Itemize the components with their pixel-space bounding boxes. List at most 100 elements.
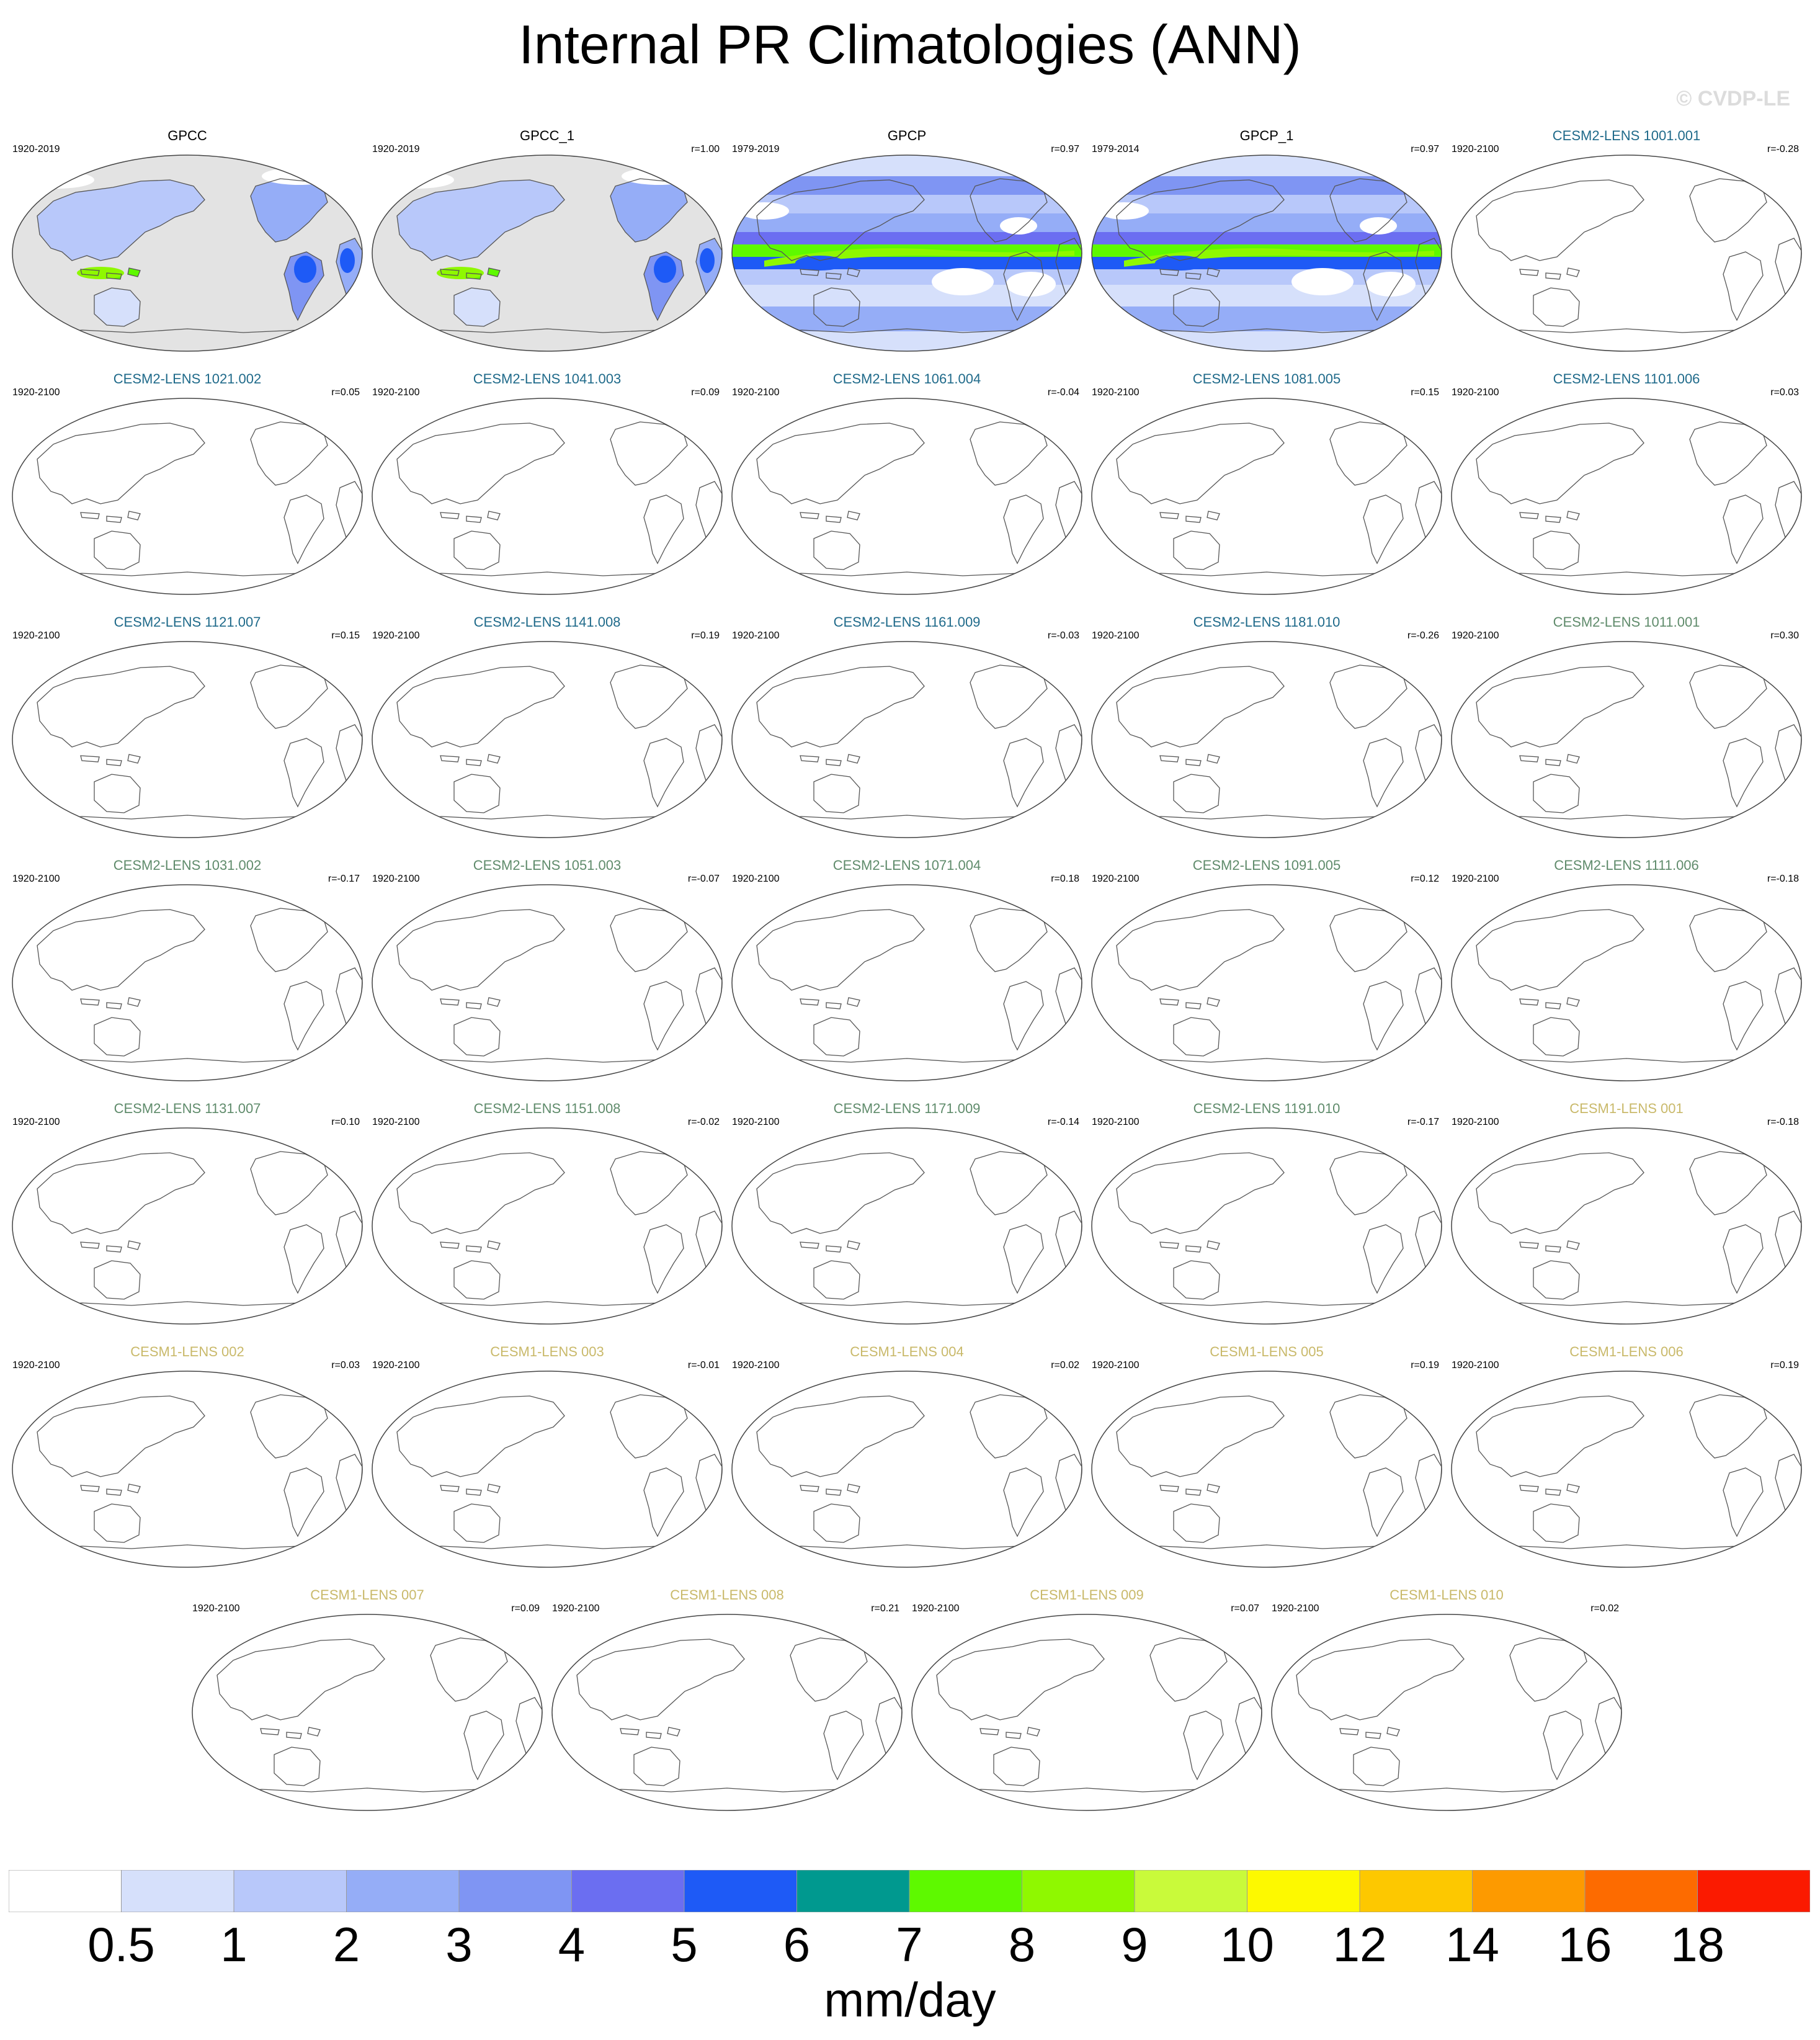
map-panel: CESM1-LENS 009 1920-2100 r=0.07 <box>907 1587 1267 1814</box>
coastlines <box>391 1145 722 1309</box>
panel-pattern-correlation: r=-0.17 <box>1407 1117 1439 1127</box>
panel-period: 1920-2100 <box>1452 630 1499 641</box>
panel-pattern-correlation: r=-0.04 <box>1047 387 1079 398</box>
map-border <box>12 398 363 595</box>
colorbar-swatch <box>1472 1870 1586 1912</box>
coastlines <box>32 658 362 822</box>
map-border <box>12 1371 363 1568</box>
coastlines <box>1111 901 1442 1065</box>
map-border <box>372 398 723 595</box>
map-panel: CESM2-LENS 1081.005 1920-2100 r=0.15 <box>1087 371 1447 598</box>
panel-title: CESM2-LENS 1161.009 <box>833 614 981 630</box>
panel-pattern-correlation: r=0.19 <box>691 630 720 641</box>
world-map <box>372 154 723 352</box>
panel-period: 1920-2100 <box>1452 144 1499 154</box>
panel-period: 1920-2100 <box>12 1117 60 1127</box>
coastlines <box>751 1388 1082 1552</box>
panel-period: 1920-2100 <box>372 874 420 884</box>
colorbar-tick-label: 5 <box>671 1917 698 1972</box>
panel-title: CESM1-LENS 005 <box>1210 1344 1324 1359</box>
colorbar-tick-label: 18 <box>1671 1917 1724 1972</box>
world-map <box>731 1127 1082 1325</box>
panel-title: GPCC <box>167 128 207 143</box>
panel-pattern-correlation: r=0.02 <box>1051 1360 1079 1371</box>
panel-pattern-correlation: r=0.21 <box>871 1603 899 1614</box>
map-border <box>372 154 723 352</box>
map-panel: CESM2-LENS 1001.001 1920-2100 r=-0.28 <box>1447 128 1806 355</box>
world-map <box>731 884 1082 1081</box>
coastlines <box>931 1631 1262 1795</box>
colorbar-tick-label: 2 <box>332 1917 360 1972</box>
panel-title: CESM2-LENS 1061.004 <box>832 371 981 387</box>
colorbar-label: mm/day <box>824 1972 996 2027</box>
map-border <box>1451 1127 1802 1325</box>
colorbar-tick-label: 10 <box>1220 1917 1274 1972</box>
colorbar-swatch <box>1697 1870 1810 1912</box>
panel-pattern-correlation: r=-0.26 <box>1407 630 1439 641</box>
coastlines <box>391 1388 722 1552</box>
map-border <box>731 1371 1082 1568</box>
map-panel-grid: GPCC 1920-2019 GPCC_1 1920-2019 r=1.00 GPCP 19… <box>12 128 1806 1814</box>
map-panel: CESM2-LENS 1011.001 1920-2100 r=0.30 <box>1447 614 1806 841</box>
panel-pattern-correlation: r=0.12 <box>1411 874 1439 884</box>
map-border <box>1451 1371 1802 1568</box>
panel-pattern-correlation: r=0.10 <box>331 1117 360 1127</box>
world-map <box>1091 884 1442 1081</box>
panel-period: 1920-2100 <box>1092 387 1140 398</box>
map-border <box>551 1614 903 1811</box>
precip-field <box>12 155 362 351</box>
world-map <box>731 641 1082 838</box>
panel-pattern-correlation: r=0.97 <box>1051 144 1079 154</box>
panel-title: CESM1-LENS 008 <box>670 1587 784 1603</box>
panel-period: 1920-2100 <box>1092 1360 1140 1371</box>
map-panel: CESM2-LENS 1171.009 1920-2100 r=-0.14 <box>727 1101 1087 1328</box>
colorbar-tick-label: 0.5 <box>87 1917 155 1972</box>
panel-pattern-correlation: r=0.15 <box>1411 387 1439 398</box>
world-map <box>1091 641 1442 838</box>
panel-title: CESM2-LENS 1051.003 <box>473 857 622 873</box>
colorbar-swatch <box>1584 1870 1698 1912</box>
panel-pattern-correlation: r=-0.18 <box>1767 874 1799 884</box>
world-map <box>1451 884 1802 1081</box>
panel-pattern-correlation: r=-0.14 <box>1047 1117 1079 1127</box>
panel-pattern-correlation: r=-0.17 <box>328 874 360 884</box>
panel-title: CESM2-LENS 1031.002 <box>113 857 262 873</box>
world-map <box>1091 398 1442 595</box>
panel-pattern-correlation: r=-0.01 <box>687 1360 720 1371</box>
precip-field <box>1092 155 1442 351</box>
world-map <box>372 641 723 838</box>
coastlines <box>1471 1145 1801 1309</box>
panel-title: GPCP_1 <box>1239 128 1294 143</box>
map-panel: CESM1-LENS 006 1920-2100 r=0.19 <box>1447 1344 1806 1571</box>
panel-pattern-correlation: r=-0.03 <box>1047 630 1079 641</box>
coastlines <box>1471 415 1801 579</box>
map-border <box>372 1127 723 1325</box>
coastlines <box>1111 658 1442 822</box>
panel-pattern-correlation: r=-0.07 <box>687 874 720 884</box>
map-panel: CESM1-LENS 008 1920-2100 r=0.21 <box>547 1587 907 1814</box>
coastlines <box>571 1631 902 1795</box>
map-panel: CESM2-LENS 1141.008 1920-2100 r=0.19 <box>367 614 727 841</box>
world-map <box>372 398 723 595</box>
panel-period: 1979-2014 <box>1092 144 1140 154</box>
map-border <box>12 154 363 352</box>
coastlines <box>1471 172 1801 336</box>
panel-period: 1920-2100 <box>372 630 420 641</box>
map-border <box>731 1127 1082 1325</box>
map-panel: CESM2-LENS 1061.004 1920-2100 r=-0.04 <box>727 371 1087 598</box>
panel-period: 1920-2100 <box>732 874 780 884</box>
panel-period: 1920-2100 <box>1452 1360 1499 1371</box>
world-map <box>12 1127 363 1325</box>
panel-pattern-correlation: r=-0.28 <box>1767 144 1799 154</box>
coastlines <box>1111 1388 1442 1552</box>
panel-title: CESM2-LENS 1011.001 <box>1553 614 1700 630</box>
map-border <box>1091 1127 1442 1325</box>
map-border <box>731 398 1082 595</box>
panel-title: CESM2-LENS 1111.006 <box>1554 857 1699 873</box>
world-map <box>911 1614 1262 1811</box>
panel-title: CESM1-LENS 007 <box>310 1587 424 1603</box>
panel-period: 1920-2100 <box>732 1117 780 1127</box>
panel-period: 1920-2100 <box>552 1603 600 1614</box>
coastlines <box>751 415 1082 579</box>
figure-title: Internal PR Climatologies (ANN) <box>519 14 1301 75</box>
